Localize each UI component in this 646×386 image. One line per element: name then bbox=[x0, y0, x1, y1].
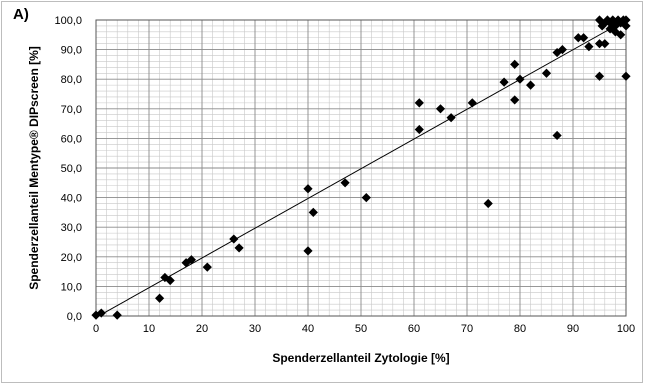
data-point bbox=[552, 130, 562, 141]
data-point bbox=[597, 21, 607, 31]
y-tick-label: 60,0 bbox=[61, 133, 82, 145]
data-point bbox=[621, 21, 631, 31]
data-point bbox=[613, 15, 623, 25]
panel-label: A) bbox=[13, 6, 29, 23]
data-point bbox=[186, 255, 196, 265]
x-tick-label: 0 bbox=[93, 323, 99, 335]
trend-line bbox=[95, 19, 627, 318]
data-point bbox=[510, 59, 520, 69]
y-tick-label: 50,0 bbox=[61, 163, 82, 175]
data-point bbox=[510, 95, 520, 105]
y-axis-label: Spenderzellanteil Mentype® DIPscreen [%] bbox=[27, 46, 41, 290]
data-point bbox=[414, 124, 424, 135]
x-tick-label: 50 bbox=[355, 323, 367, 335]
data-point bbox=[600, 39, 610, 49]
data-point bbox=[573, 33, 583, 43]
y-tick-label: 20,0 bbox=[61, 252, 82, 264]
data-point bbox=[600, 18, 610, 28]
data-point bbox=[361, 193, 371, 203]
data-point bbox=[515, 74, 525, 84]
data-point bbox=[616, 30, 626, 40]
x-tick-labels: 0 10 20 30 40 50 60 70 80 90 100 bbox=[93, 323, 635, 335]
data-point bbox=[303, 184, 313, 194]
data-point bbox=[557, 45, 567, 55]
x-tick-label: 80 bbox=[514, 323, 526, 335]
x-tick-label: 90 bbox=[567, 323, 579, 335]
data-point bbox=[435, 104, 446, 114]
data-point bbox=[499, 77, 509, 87]
plot-area-border bbox=[95, 19, 627, 317]
data-point bbox=[621, 71, 631, 81]
x-tick-label: 20 bbox=[196, 323, 208, 335]
data-point bbox=[526, 80, 536, 90]
data-point bbox=[579, 33, 589, 43]
data-point bbox=[414, 98, 424, 108]
y-tick-label: 100,0 bbox=[54, 15, 82, 27]
data-point bbox=[605, 24, 615, 34]
data-point bbox=[308, 207, 318, 217]
x-tick-label: 40 bbox=[302, 323, 314, 335]
data-point bbox=[165, 275, 175, 286]
x-tick-label: 30 bbox=[249, 323, 261, 335]
data-point bbox=[594, 39, 605, 49]
data-point bbox=[229, 234, 239, 244]
data-point bbox=[160, 272, 170, 283]
x-tick-label: 70 bbox=[461, 323, 473, 335]
data-point bbox=[202, 262, 212, 272]
data-point bbox=[605, 18, 615, 28]
y-tick-label: 30,0 bbox=[61, 222, 82, 234]
data-point bbox=[181, 258, 191, 268]
data-point bbox=[552, 47, 562, 58]
data-point bbox=[112, 310, 122, 320]
y-tick-label: 0,0 bbox=[67, 311, 82, 323]
data-point bbox=[621, 15, 631, 25]
data-point bbox=[96, 308, 106, 318]
data-point bbox=[594, 71, 605, 81]
data-point bbox=[541, 68, 552, 78]
y-tick-label: 80,0 bbox=[61, 74, 82, 86]
data-point bbox=[467, 98, 477, 108]
x-tick-label: 60 bbox=[408, 323, 420, 335]
data-points bbox=[91, 15, 631, 320]
x-axis-label: Spenderzellanteil Zytologie [%] bbox=[272, 351, 449, 365]
y-tick-label: 40,0 bbox=[61, 193, 82, 205]
x-tick-label: 100 bbox=[617, 323, 635, 335]
y-tick-label: 10,0 bbox=[61, 281, 82, 293]
y-tick-labels: 0,0 10,0 20,0 30,0 40,0 50,0 60,0 70,0 80,0 90,0 1… bbox=[54, 15, 82, 323]
data-point bbox=[155, 293, 165, 303]
x-tick-label: 10 bbox=[143, 323, 155, 335]
data-point bbox=[303, 246, 313, 256]
data-point bbox=[584, 42, 594, 52]
y-tick-label: 90,0 bbox=[61, 45, 82, 57]
data-point bbox=[610, 21, 620, 31]
data-point bbox=[446, 113, 456, 123]
y-tick-label: 70,0 bbox=[61, 104, 82, 116]
data-point bbox=[340, 178, 350, 188]
data-point bbox=[483, 198, 493, 209]
data-point bbox=[234, 243, 244, 253]
